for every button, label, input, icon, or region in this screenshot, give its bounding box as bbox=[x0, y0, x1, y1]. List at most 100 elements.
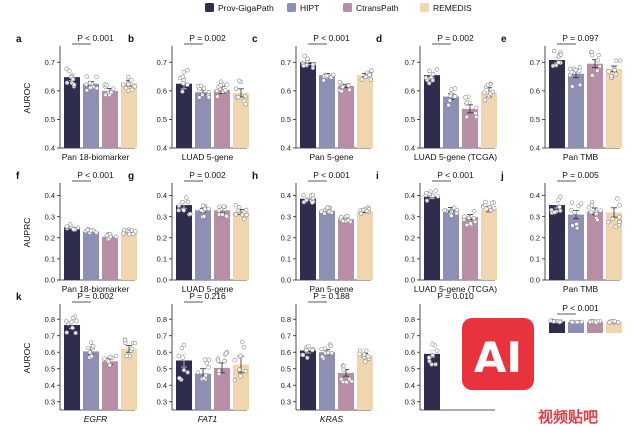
data-point bbox=[87, 80, 93, 86]
data-point bbox=[236, 94, 241, 100]
data-point bbox=[181, 69, 187, 75]
y-tick-label: 0.4 bbox=[157, 191, 167, 200]
bar-prov-gigapath bbox=[549, 321, 565, 333]
data-point bbox=[179, 345, 185, 351]
data-point bbox=[129, 346, 135, 352]
data-point bbox=[424, 190, 429, 196]
data-point bbox=[424, 198, 430, 203]
data-point bbox=[195, 84, 201, 89]
data-point bbox=[201, 214, 207, 219]
legend-label-hipt: HIPT bbox=[300, 3, 319, 13]
bar-prov-gigapath bbox=[176, 83, 192, 148]
data-point bbox=[111, 86, 116, 91]
data-point bbox=[569, 200, 575, 205]
data-point bbox=[233, 212, 238, 217]
data-point bbox=[615, 320, 621, 325]
x-axis-label: Pan 18-biomarker bbox=[62, 152, 130, 162]
bar-remedis bbox=[233, 92, 249, 148]
data-point bbox=[218, 79, 224, 84]
data-point bbox=[341, 363, 346, 369]
data-point bbox=[449, 87, 454, 92]
data-point bbox=[344, 379, 349, 385]
data-point bbox=[201, 376, 207, 381]
panel-letter: h bbox=[252, 171, 258, 182]
y-tick-label: 0.6 bbox=[281, 86, 291, 95]
data-point bbox=[617, 203, 622, 208]
y-tick-label: 0.5 bbox=[45, 115, 55, 124]
watermark: AI 视频贴吧 bbox=[462, 318, 598, 426]
data-point bbox=[550, 63, 556, 69]
panel-letter: a bbox=[16, 34, 22, 45]
data-point bbox=[427, 68, 432, 74]
y-tick-label: 0.2 bbox=[45, 233, 55, 242]
x-axis-label: FAT1 bbox=[198, 414, 218, 424]
data-point bbox=[223, 88, 228, 93]
bar-prov-gigapath bbox=[300, 198, 316, 280]
p-value-label: P = 0.216 bbox=[189, 291, 226, 301]
data-point bbox=[129, 78, 134, 83]
y-tick-label: 0.3 bbox=[157, 212, 167, 221]
data-point bbox=[433, 188, 438, 193]
data-point bbox=[368, 77, 374, 82]
data-point bbox=[200, 92, 205, 97]
data-point bbox=[369, 68, 374, 73]
data-point bbox=[107, 362, 113, 368]
data-point bbox=[83, 82, 89, 87]
bar-prov-gigapath bbox=[64, 227, 80, 280]
data-point bbox=[310, 348, 315, 353]
data-point bbox=[222, 358, 227, 364]
data-point bbox=[594, 211, 599, 217]
data-point bbox=[123, 85, 129, 91]
data-point bbox=[186, 199, 191, 205]
data-point bbox=[75, 225, 81, 230]
data-point bbox=[552, 210, 557, 215]
panel-letter: i bbox=[376, 171, 379, 182]
x-axis-label: Pan 18-biomarker bbox=[62, 284, 130, 294]
x-axis-label: EGFR bbox=[84, 414, 108, 424]
p-value-label: P = 0.010 bbox=[437, 291, 474, 301]
p-value-label: P = 0.002 bbox=[189, 170, 226, 180]
data-point bbox=[468, 221, 473, 226]
y-tick-label: 0.3 bbox=[405, 397, 415, 406]
data-point bbox=[300, 352, 306, 358]
p-value-label: P = 0.097 bbox=[562, 33, 599, 43]
data-point bbox=[474, 105, 479, 111]
bar-remedis bbox=[233, 212, 249, 280]
data-point bbox=[339, 89, 344, 94]
data-point bbox=[176, 208, 181, 213]
data-point bbox=[446, 102, 451, 108]
data-point bbox=[180, 199, 185, 205]
data-point bbox=[221, 204, 226, 209]
data-point bbox=[188, 211, 193, 217]
y-tick-label: 0.2 bbox=[157, 233, 167, 242]
data-point bbox=[359, 77, 365, 82]
data-point bbox=[558, 208, 563, 213]
y-tick-label: 0.0 bbox=[281, 276, 291, 285]
y-tick-label: 0.4 bbox=[405, 381, 415, 390]
data-point bbox=[302, 53, 307, 59]
data-point bbox=[326, 209, 332, 214]
data-point bbox=[108, 234, 113, 239]
bar-hipt bbox=[443, 96, 459, 148]
bar-hipt bbox=[195, 92, 211, 148]
y-tick-label: 0.3 bbox=[281, 212, 291, 221]
data-point bbox=[570, 84, 575, 89]
data-point bbox=[239, 339, 245, 345]
data-point bbox=[471, 215, 477, 221]
data-point bbox=[232, 358, 237, 363]
data-point bbox=[325, 350, 331, 356]
data-point bbox=[132, 84, 138, 89]
data-point bbox=[485, 82, 491, 88]
data-point bbox=[452, 94, 458, 99]
panel-c: c 0.4 0.5 0.6 0.7 P < 0.001 Pan 5-gene bbox=[252, 33, 374, 162]
data-point bbox=[595, 217, 600, 223]
data-point bbox=[557, 204, 562, 210]
bar-hipt bbox=[568, 322, 584, 333]
data-point bbox=[617, 58, 623, 63]
y-tick-label: 0.2 bbox=[530, 233, 540, 242]
data-point bbox=[617, 214, 622, 220]
panel-e: e 0.4 0.5 0.6 0.7 P = 0.097 Pan TMB bbox=[501, 33, 623, 162]
y-tick-label: 0.0 bbox=[157, 276, 167, 285]
data-point bbox=[324, 73, 329, 79]
chart-panels: a 0.4 0.5 0.6 0.7 AUROC P < 0.001 Pan 18-biomar… bbox=[16, 33, 623, 424]
